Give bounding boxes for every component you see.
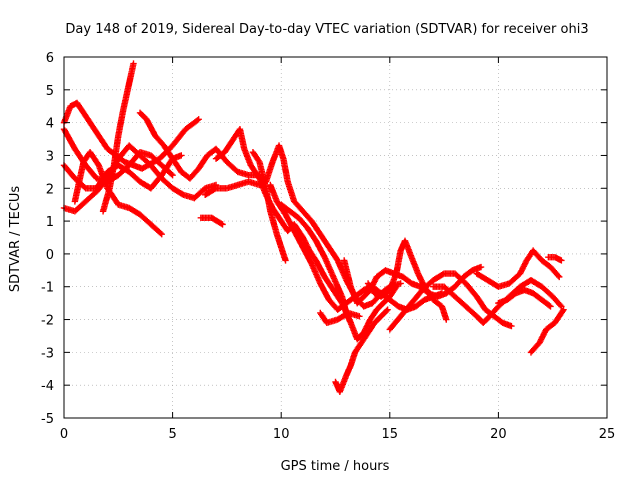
x-tick-label: 25 [599,427,616,442]
y-tick-label: 3 [46,149,54,164]
data-point-markers [60,142,220,215]
y-tick-label: -2 [41,314,54,329]
y-tick-label: 1 [46,215,54,230]
series-arc-13 [278,201,354,327]
y-tick-label: 4 [46,117,54,132]
data-point-markers [473,247,563,290]
y-tick-label: -3 [41,346,54,361]
chart-title: Day 148 of 2019, Sidereal Day-to-day VTE… [65,22,588,37]
y-tick-label: -1 [41,281,54,296]
data-point-markers [278,201,354,327]
plot-frame [63,56,608,419]
data-point-markers [136,109,263,182]
series-arc-18 [386,270,515,333]
data-point-markers [386,270,515,333]
data-point-markers [212,126,400,343]
x-tick-label: 15 [382,427,399,442]
y-tick-label: 6 [46,51,54,66]
data-point-markers [495,286,554,310]
series-arc-23 [495,286,554,310]
series-arc-6 [99,60,137,215]
series-arc-9 [212,126,400,343]
grid [64,57,607,418]
y-tick-label: 2 [46,182,54,197]
y-tick-label: -4 [41,379,54,394]
data-point-markers [317,309,363,327]
series-arc-21 [527,306,567,356]
series-arc-7 [136,109,263,182]
data-points [60,60,567,395]
data-point-markers [527,306,567,356]
data-point-markers [197,214,226,228]
x-tick-label: 10 [273,427,290,442]
series-arc-11 [249,148,289,264]
series-arc-15 [332,306,391,395]
series-arc-14 [317,309,363,327]
y-tick-label: 0 [46,248,54,263]
axis-ticks: 0 5 10 15 20 25 -5 -4 -3 -2 -1 0 1 2 3 4 5 6 [41,51,615,442]
x-tick-label: 20 [490,427,507,442]
y-tick-label: 5 [46,84,54,99]
series-arc-4 [60,142,220,215]
data-point-markers [545,253,565,264]
x-tick-label: 0 [60,427,68,442]
y-tick-label: -5 [41,412,54,427]
x-axis-label: GPS time / hours [281,459,390,474]
data-point-markers [99,60,137,215]
series-arc-22 [545,253,565,264]
data-point-markers [332,306,391,395]
series-arc-20 [473,247,563,290]
series-arc-8 [197,214,226,228]
y-axis-label: SDTVAR / TECUs [8,186,23,293]
data-point-markers [249,148,289,264]
x-tick-label: 5 [168,427,176,442]
